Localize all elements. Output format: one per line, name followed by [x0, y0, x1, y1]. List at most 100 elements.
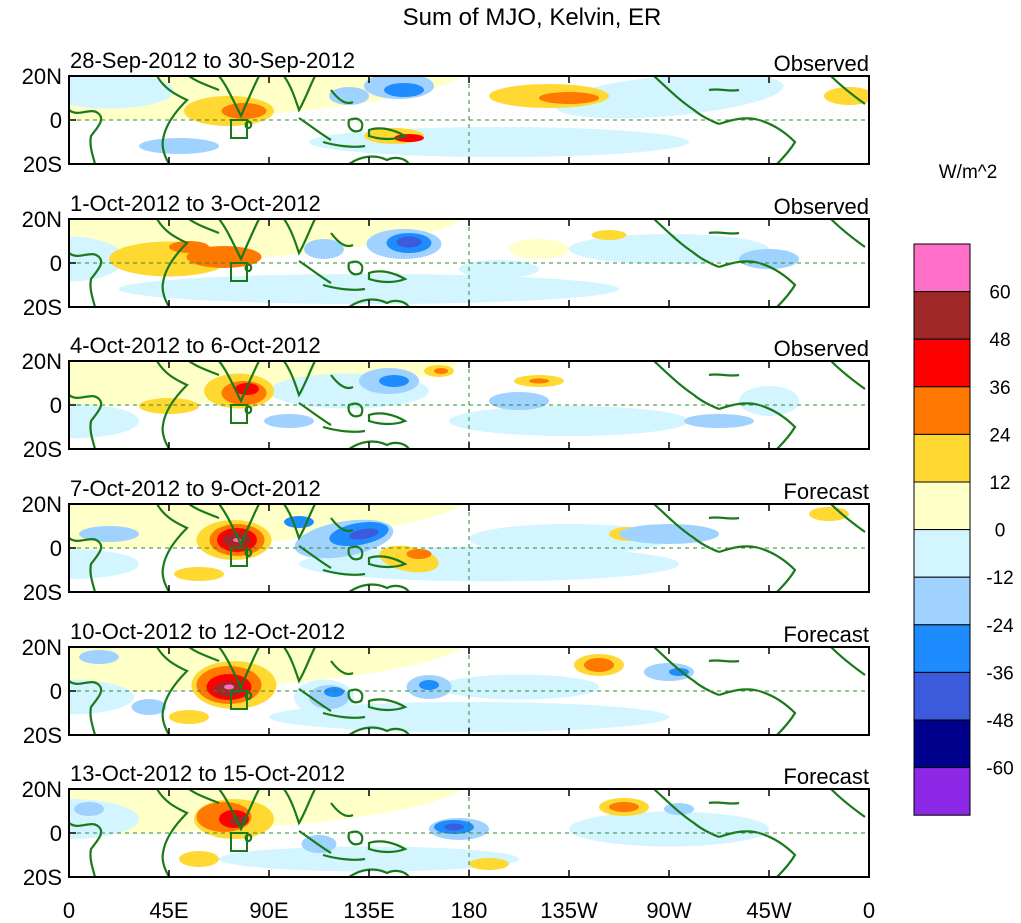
anomaly-contour — [584, 658, 614, 672]
anomaly-contour — [469, 858, 509, 870]
coastline — [218, 219, 260, 262]
anomaly-contour — [69, 679, 134, 715]
colorbar-tick-label: -60 — [986, 759, 1013, 780]
coastline — [244, 833, 253, 843]
anomaly-contour — [79, 650, 119, 664]
coastline — [348, 583, 410, 592]
coastline — [348, 440, 410, 449]
coastline — [156, 361, 189, 449]
coastline — [330, 660, 364, 704]
map-field — [69, 361, 869, 449]
coastline — [188, 789, 220, 805]
colorbar-box — [913, 243, 971, 293]
coastline — [367, 555, 408, 569]
anomaly-contour — [74, 802, 104, 816]
lat-label: 20S — [23, 295, 62, 320]
lon-label: 45W — [746, 898, 791, 923]
colorbar-tick-label: 60 — [989, 283, 1010, 304]
coastline — [283, 219, 316, 256]
coastline — [188, 504, 220, 520]
colorbar-units: W/m^2 — [939, 162, 998, 183]
panel-status: Observed — [774, 51, 869, 76]
anomaly-contour — [529, 378, 549, 384]
lat-label: 20N — [22, 349, 62, 374]
anomaly-contour — [684, 414, 754, 428]
coastline — [69, 394, 103, 449]
lon-label: 180 — [451, 898, 488, 923]
reference-box — [230, 404, 248, 424]
anomaly-contour — [349, 528, 379, 540]
coastline — [69, 252, 103, 307]
reference-box — [230, 690, 248, 710]
anomaly-contour — [379, 375, 409, 387]
anomaly-contour — [69, 236, 124, 282]
coastline — [218, 76, 260, 119]
coastline — [718, 260, 797, 307]
anomaly-contour — [174, 567, 224, 581]
map-area — [68, 218, 870, 308]
coastline — [718, 688, 797, 735]
lon-label: 0 — [863, 898, 875, 923]
anomaly-contour — [69, 76, 174, 109]
colorbar-tick-label: 48 — [989, 330, 1010, 351]
anomaly-contour — [439, 674, 599, 700]
anomaly-contour — [69, 549, 139, 579]
anomaly-contour — [79, 526, 139, 542]
anomaly-contour — [509, 239, 569, 259]
lon-label: 90E — [249, 898, 288, 923]
coastline — [244, 263, 253, 273]
anomaly-contour — [394, 134, 424, 142]
coastline — [330, 232, 364, 276]
coastline — [830, 361, 866, 390]
panel-date-range: 7-Oct-2012 to 9-Oct-2012 — [70, 476, 321, 501]
map-area — [68, 75, 870, 165]
coastline — [718, 402, 797, 449]
anomaly-contour — [219, 846, 519, 872]
coastline — [156, 789, 189, 877]
coastline — [708, 231, 740, 235]
anomaly-contour — [264, 414, 314, 428]
anomaly-contour — [591, 230, 627, 240]
lat-label: 20S — [23, 152, 62, 177]
coastline — [348, 155, 410, 164]
coastline — [156, 647, 189, 735]
colorbar-tick-label: -48 — [986, 711, 1013, 732]
lat-label: 0 — [50, 679, 62, 704]
reference-box — [230, 547, 248, 567]
map-field — [69, 789, 869, 877]
map-area — [68, 503, 870, 593]
longitude-axis: 0 45E 90E 135E 180 135W 90W 45W 0 — [63, 898, 875, 923]
coastline — [156, 76, 189, 164]
coastline — [244, 691, 253, 701]
colorbar-box — [913, 338, 971, 388]
coastline — [830, 219, 866, 248]
lat-label: 0 — [50, 251, 62, 276]
coastline — [718, 545, 797, 592]
panel-status: Observed — [774, 336, 869, 361]
coastline — [330, 89, 364, 133]
map-field — [69, 647, 869, 735]
coastline — [69, 537, 103, 592]
anomaly-contour — [139, 138, 219, 154]
coastline — [830, 647, 866, 676]
coastline — [367, 840, 408, 854]
reference-box — [230, 832, 248, 852]
reference-box — [230, 262, 248, 282]
coastline — [69, 109, 103, 164]
anomaly-contour — [554, 76, 784, 119]
anomaly-contour — [609, 802, 639, 812]
colorbar-box — [913, 671, 971, 721]
map-panel: 20N 0 20S 7-Oct-2012 to 9-Oct-2012 Forecast — [22, 476, 870, 605]
panel-date-range: 1-Oct-2012 to 3-Oct-2012 — [70, 191, 321, 216]
coastline — [188, 76, 220, 92]
anomaly-contour — [449, 406, 689, 436]
map-area — [68, 788, 870, 878]
anomaly-contour — [384, 83, 424, 97]
lon-label: 135E — [343, 898, 394, 923]
lat-label: 20S — [23, 865, 62, 890]
coastline — [188, 361, 220, 377]
panel-status: Forecast — [783, 479, 869, 504]
colorbar-tick-label: -24 — [986, 616, 1014, 637]
anomaly-contour — [619, 524, 719, 544]
anomaly-contour — [169, 241, 209, 253]
